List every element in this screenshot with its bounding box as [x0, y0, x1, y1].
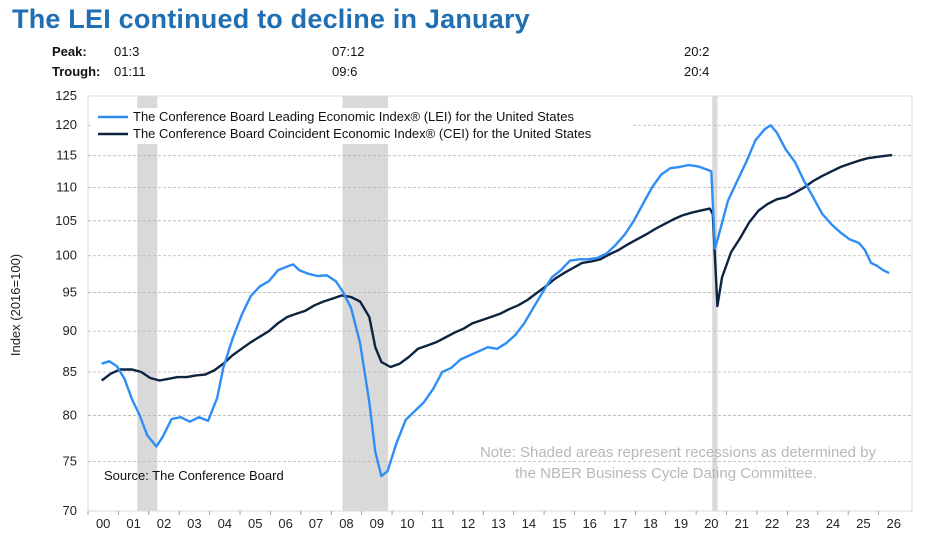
x-tick-label: 24 [826, 516, 840, 531]
x-tick-label: 03 [187, 516, 201, 531]
x-tick-label: 07 [309, 516, 323, 531]
x-tick-label: 22 [765, 516, 779, 531]
page-title: The LEI continued to decline in January [12, 4, 530, 34]
source-note: Source: The Conference Board [104, 468, 284, 483]
legend-cei-label: The Conference Board Coincident Economic… [133, 126, 592, 141]
y-tick-label: 85 [63, 364, 77, 379]
y-tick-label: 100 [55, 248, 77, 263]
trough-date-1: 01:11 [114, 64, 146, 79]
x-tick-label: 11 [431, 516, 445, 531]
y-tick-label: 115 [56, 148, 77, 163]
x-tick-label: 16 [582, 516, 596, 531]
legend [92, 108, 632, 144]
y-tick-label: 125 [55, 88, 77, 103]
y-tick-label: 80 [63, 407, 77, 422]
legend-lei-label: The Conference Board Leading Economic In… [133, 109, 574, 124]
peak-label: Peak: [52, 44, 87, 59]
x-tick-label: 20 [704, 516, 718, 531]
x-tick-label: 12 [461, 516, 475, 531]
x-tick-label: 10 [400, 516, 414, 531]
cei-series-line [100, 153, 893, 382]
x-tick-label: 17 [613, 516, 627, 531]
lei-series-line [101, 124, 890, 478]
recession-band-3 [712, 96, 718, 511]
trough-date-2: 09:6 [332, 64, 358, 79]
y-axis-label: Index (2016=100) [8, 254, 23, 356]
x-tick-label: 06 [278, 516, 292, 531]
y-tick-label: 90 [63, 323, 77, 338]
plot-area [87, 95, 913, 512]
y-tick-label: 120 [55, 117, 77, 132]
y-tick-label: 110 [56, 179, 77, 194]
x-tick-label: 08 [339, 516, 353, 531]
x-tick-label: 18 [643, 516, 657, 531]
x-tick-label: 01 [126, 516, 140, 531]
x-tick-label: 21 [734, 516, 748, 531]
y-tick-label: 75 [63, 454, 77, 469]
recession-note-line-2: the NBER Business Cycle Dating Committee… [515, 465, 817, 482]
trough-date-3: 20:4 [684, 64, 710, 79]
peak-date-3: 20:2 [684, 44, 710, 59]
x-tick-label: 23 [795, 516, 809, 531]
y-tick-label: 95 [63, 284, 77, 299]
x-tick-label: 02 [157, 516, 171, 531]
peak-date-2: 07:12 [332, 44, 365, 59]
peak-date-1: 01:3 [114, 44, 140, 59]
x-tick-label: 00 [96, 516, 110, 531]
x-tick-label: 15 [552, 516, 566, 531]
x-tick-label: 04 [218, 516, 232, 531]
x-tick-label: 26 [887, 516, 901, 531]
y-tick-label: 70 [63, 503, 77, 518]
y-tick-label: 105 [55, 213, 77, 228]
recession-note-line-1: Note: Shaded areas represent recessions … [480, 444, 877, 461]
trough-label: Trough: [52, 64, 101, 79]
x-tick-label: 25 [856, 516, 870, 531]
x-tick-label: 09 [370, 516, 384, 531]
x-tick-label: 13 [491, 516, 505, 531]
x-tick-label: 19 [674, 516, 688, 531]
x-tick-label: 05 [248, 516, 262, 531]
x-tick-label: 14 [522, 516, 536, 531]
recession-band-1 [137, 96, 158, 511]
